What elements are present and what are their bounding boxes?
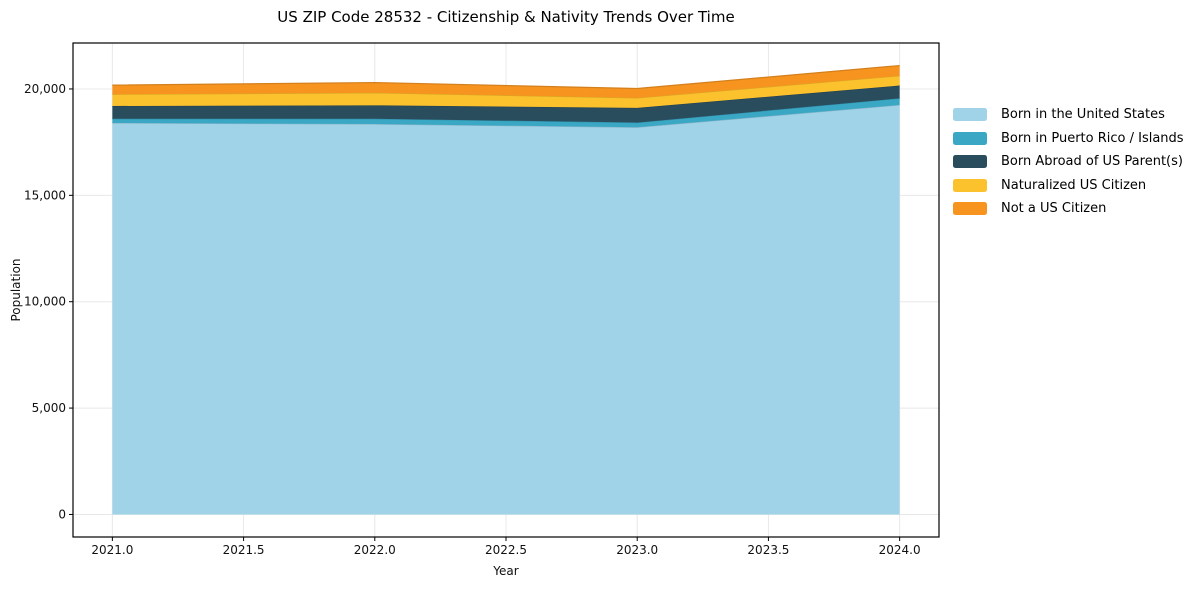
y-tick-label: 5,000 xyxy=(32,401,66,415)
x-axis-label: Year xyxy=(493,564,519,578)
legend-item-naturalized-us-citizen: Naturalized US Citizen xyxy=(953,174,1184,198)
legend-swatch-naturalized-us-citizen xyxy=(953,178,987,192)
legend-item-born-in-the-united-states: Born in the United States xyxy=(953,103,1184,127)
legend-label: Born Abroad of US Parent(s) xyxy=(1001,154,1183,170)
x-tick-label: 2021.5 xyxy=(223,543,265,557)
chart-title: US ZIP Code 28532 - Citizenship & Nativi… xyxy=(277,8,735,26)
x-tick-label: 2022.0 xyxy=(354,543,396,557)
legend-item-born-in-puerto-rico-islands: Born in Puerto Rico / Islands xyxy=(953,127,1184,151)
x-tick-label: 2024.0 xyxy=(879,543,921,557)
x-tick-label: 2022.5 xyxy=(485,543,527,557)
legend-swatch-born-in-the-united-states xyxy=(953,108,987,122)
x-tick-label: 2023.0 xyxy=(616,543,658,557)
x-tick-label: 2023.5 xyxy=(747,543,789,557)
area-born-in-the-united-states xyxy=(112,104,900,515)
legend-swatch-born-abroad-of-us-parent-s xyxy=(953,155,987,169)
y-tick-label: 10,000 xyxy=(24,295,66,309)
y-tick-label: 15,000 xyxy=(24,188,66,202)
legend-label: Not a US Citizen xyxy=(1001,201,1107,217)
legend-item-born-abroad-of-us-parent-s: Born Abroad of US Parent(s) xyxy=(953,150,1184,174)
legend-label: Naturalized US Citizen xyxy=(1001,177,1147,193)
area-born-in-puerto-rico-islands xyxy=(112,98,900,128)
y-tick-label: 0 xyxy=(58,507,66,521)
legend-item-not-a-us-citizen: Not a US Citizen xyxy=(953,197,1184,221)
y-axis-label: Population xyxy=(9,258,23,322)
area-edge-not-a-us-citizen xyxy=(112,64,900,90)
y-tick-label: 20,000 xyxy=(24,82,66,96)
area-born-abroad-of-us-parent-s xyxy=(112,85,900,123)
area-naturalized-us-citizen xyxy=(112,75,900,108)
legend-swatch-not-a-us-citizen xyxy=(953,202,987,216)
legend-swatch-born-in-puerto-rico-islands xyxy=(953,131,987,145)
legend: Born in the United States Born in Puerto … xyxy=(953,103,1184,221)
legend-label: Born in Puerto Rico / Islands xyxy=(1001,130,1184,146)
x-tick-label: 2021.0 xyxy=(91,543,133,557)
area-not-a-us-citizen xyxy=(112,65,900,98)
legend-label: Born in the United States xyxy=(1001,107,1165,123)
